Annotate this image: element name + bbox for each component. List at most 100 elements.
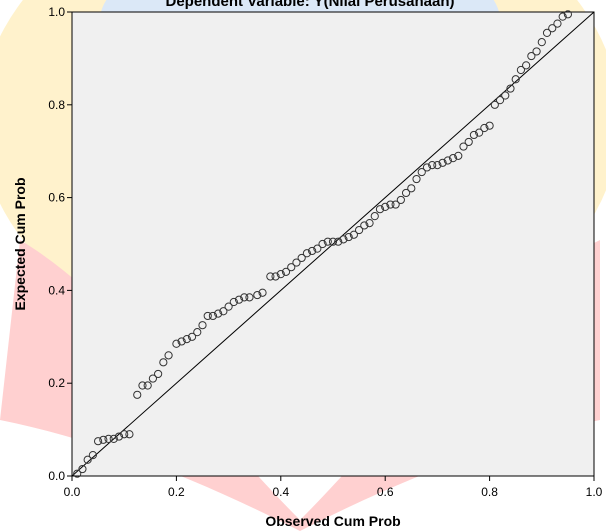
data-point xyxy=(490,100,499,109)
data-point xyxy=(417,167,426,177)
data-point xyxy=(422,163,432,172)
data-point xyxy=(219,307,228,316)
y-tick-label: 0.0 xyxy=(48,469,65,483)
data-point xyxy=(258,288,267,297)
data-point xyxy=(532,47,541,56)
data-point xyxy=(187,332,197,341)
data-point xyxy=(381,202,390,211)
data-point xyxy=(407,184,416,193)
data-point xyxy=(313,244,322,253)
data-point xyxy=(104,434,113,443)
data-point xyxy=(276,270,285,279)
data-point xyxy=(323,237,332,246)
data-point xyxy=(563,10,573,19)
data-point xyxy=(240,293,249,302)
y-tick-label: 0.4 xyxy=(48,283,65,297)
data-point xyxy=(522,61,531,70)
x-tick-label: 0.4 xyxy=(272,485,289,499)
data-point xyxy=(318,239,327,249)
data-point xyxy=(83,455,92,464)
data-point xyxy=(99,435,108,444)
data-point xyxy=(109,434,118,443)
x-tick-label: 0.2 xyxy=(168,485,185,499)
y-axis: 0.0 0.2 0.4 0.6 0.8 1.0 xyxy=(48,5,72,483)
data-point xyxy=(177,337,186,346)
data-point xyxy=(433,161,442,170)
data-point xyxy=(501,91,510,100)
data-point xyxy=(214,309,223,318)
data-point xyxy=(464,137,473,147)
data-point xyxy=(114,432,124,441)
data-point xyxy=(159,358,168,367)
data-point xyxy=(516,65,526,75)
data-point xyxy=(94,437,103,446)
data-point xyxy=(234,295,244,304)
data-point xyxy=(172,339,181,348)
data-point xyxy=(412,174,421,184)
data-point xyxy=(344,232,353,242)
data-point xyxy=(308,246,317,256)
x-axis-title: Observed Cum Prob xyxy=(265,513,400,529)
data-point xyxy=(292,258,301,267)
data-point xyxy=(297,253,306,263)
data-point xyxy=(506,84,515,93)
data-point xyxy=(454,151,463,160)
data-point xyxy=(391,200,400,209)
chart-title: Dependent Variable: Y(Nilai Perusahaan) xyxy=(166,0,455,10)
data-point xyxy=(428,161,437,170)
x-tick-label: 0.6 xyxy=(377,485,394,499)
data-point xyxy=(73,469,82,478)
data-point xyxy=(120,430,129,439)
data-point xyxy=(245,293,254,302)
data-point xyxy=(495,96,505,105)
data-point xyxy=(154,369,163,379)
data-point xyxy=(485,121,494,130)
data-point xyxy=(355,225,364,235)
data-point xyxy=(443,156,452,165)
data-point xyxy=(511,75,520,84)
data-point xyxy=(396,195,405,205)
data-point xyxy=(558,12,567,21)
data-point xyxy=(88,451,97,460)
data-point xyxy=(224,302,233,311)
data-point xyxy=(229,297,238,307)
data-point xyxy=(334,237,343,246)
y-tick-label: 0.2 xyxy=(48,376,65,390)
data-point xyxy=(78,464,87,474)
data-point xyxy=(542,28,552,37)
data-point xyxy=(401,188,411,198)
data-point xyxy=(203,311,212,321)
data-point xyxy=(349,230,358,239)
data-point xyxy=(438,158,447,167)
data-point xyxy=(208,311,218,321)
data-point xyxy=(375,205,385,214)
data-point xyxy=(475,128,484,137)
x-tick-label: 0.8 xyxy=(481,485,498,499)
data-point xyxy=(527,51,536,61)
data-point xyxy=(548,24,557,33)
data-point xyxy=(365,219,374,228)
data-point xyxy=(553,19,562,28)
x-tick-label: 1.0 xyxy=(586,485,603,499)
data-point xyxy=(480,123,489,133)
data-point xyxy=(339,235,348,244)
y-axis-title: Expected Cum Prob xyxy=(12,177,28,310)
data-point xyxy=(271,272,280,281)
data-point xyxy=(281,267,291,276)
data-point xyxy=(459,142,468,151)
data-point xyxy=(143,381,152,390)
y-tick-label: 0.8 xyxy=(48,98,65,112)
x-tick-label: 0.0 xyxy=(64,485,81,499)
data-point xyxy=(328,237,338,246)
data-point xyxy=(360,221,369,230)
data-point xyxy=(386,200,395,209)
data-point xyxy=(469,130,479,140)
data-point xyxy=(370,212,379,221)
data-point xyxy=(182,335,191,344)
data-point xyxy=(148,374,158,383)
data-point xyxy=(193,328,202,337)
data-point xyxy=(287,263,296,272)
data-point xyxy=(302,249,311,258)
data-point xyxy=(133,390,142,399)
